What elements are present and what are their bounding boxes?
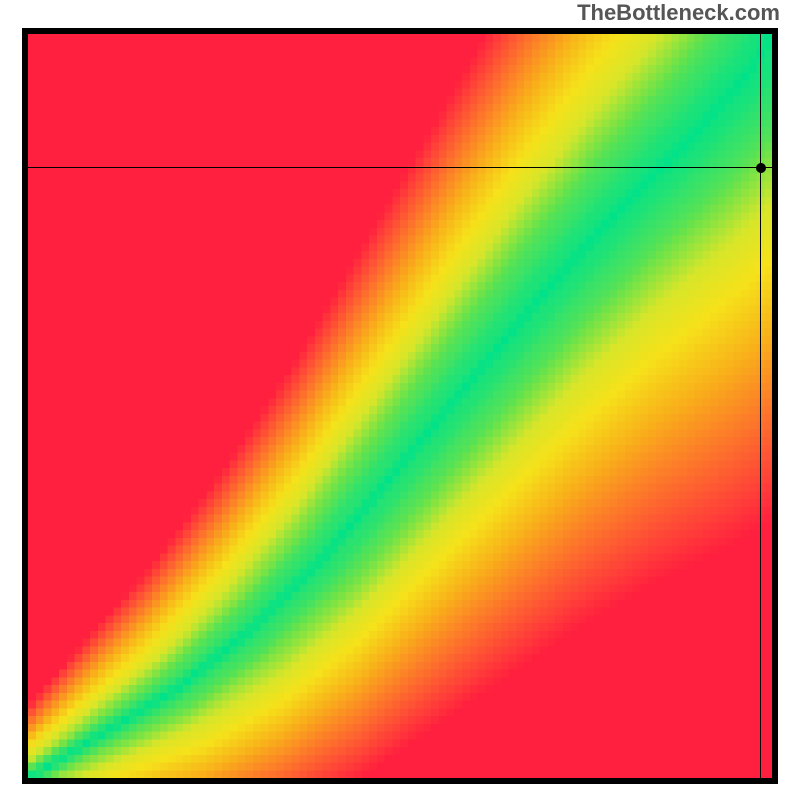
watermark-text: TheBottleneck.com <box>577 0 780 26</box>
chart-container: TheBottleneck.com <box>0 0 800 800</box>
heatmap <box>28 34 772 778</box>
